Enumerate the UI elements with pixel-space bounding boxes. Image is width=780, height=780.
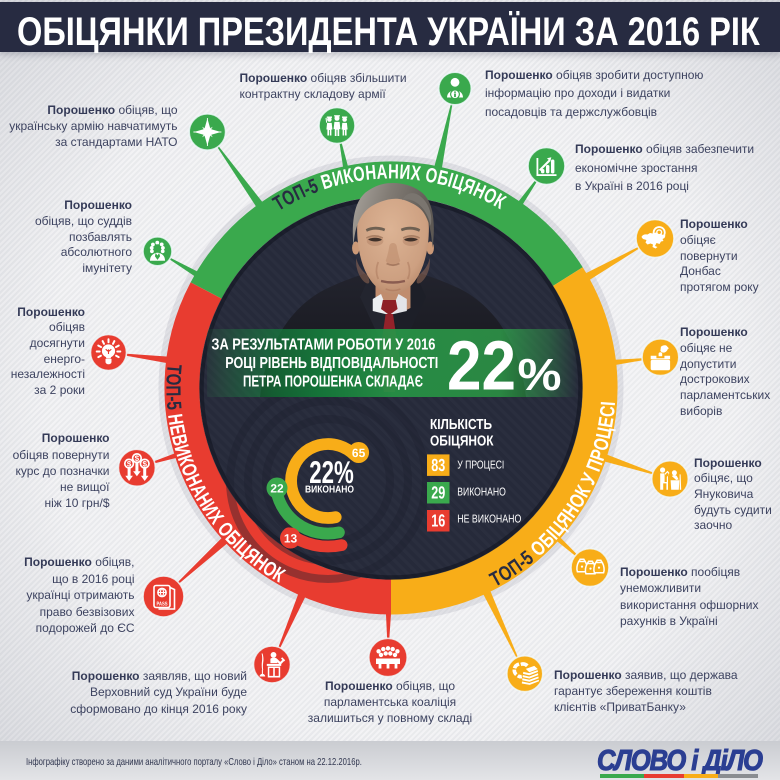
svg-text:22: 22 [270, 481, 284, 495]
svg-text:О: О [589, 435, 614, 453]
svg-text:Ц: Ц [592, 425, 617, 441]
svg-text:-: - [162, 396, 185, 402]
svg-text:$: $ [127, 460, 132, 469]
svg-text:О: О [352, 162, 367, 186]
svg-text:65: 65 [352, 446, 366, 460]
svg-text:І: І [445, 169, 455, 192]
svg-text:І: І [597, 401, 620, 407]
svg-text:22: 22 [447, 327, 516, 405]
svg-text:У ПРОЦЕСІ: У ПРОЦЕСІ [457, 460, 504, 472]
svg-text:$: $ [135, 454, 140, 463]
svg-text:Е: Е [165, 423, 190, 437]
svg-text:16: 16 [431, 510, 445, 530]
svg-text:Т: Т [162, 363, 186, 375]
svg-text:В: В [167, 432, 192, 448]
svg-text:$: $ [142, 460, 147, 469]
svg-text:И: И [399, 161, 411, 185]
svg-text:А: А [376, 160, 388, 183]
svg-text:Е: Е [594, 415, 618, 429]
svg-text:29: 29 [431, 483, 445, 503]
svg-text:PASS: PASS [157, 601, 168, 607]
svg-text:О: О [424, 163, 440, 188]
svg-text:Н: Н [388, 160, 399, 183]
svg-text:КІЛЬКІСТЬ: КІЛЬКІСТЬ [430, 417, 492, 433]
svg-text:РОЦІ РІВЕНЬ ВІДПОВІДАЛЬНОСТІ: РОЦІ РІВЕНЬ ВІДПОВІДАЛЬНОСТІ [225, 355, 438, 372]
svg-text:ПЕТРА ПОРОШЕНКА СКЛАДАЄ: ПЕТРА ПОРОШЕНКА СКЛАДАЄ [243, 374, 423, 391]
svg-text:22%: 22% [309, 454, 354, 490]
svg-text:ВИКОНАНО: ВИКОНАНО [305, 485, 354, 496]
svg-text:П: П [161, 385, 184, 396]
svg-text:НЕ ВИКОНАНО: НЕ ВИКОНАНО [457, 514, 521, 526]
svg-text:83: 83 [431, 455, 445, 475]
svg-text:О: О [161, 373, 184, 386]
svg-text:5: 5 [162, 400, 186, 410]
svg-text:ВИКОНАНО: ВИКОНАНО [457, 487, 506, 499]
svg-text:ЗА РЕЗУЛЬТАТАМИ РОБОТИ У 2016: ЗА РЕЗУЛЬТАТАМИ РОБОТИ У 2016 [211, 337, 435, 354]
svg-text:13: 13 [284, 531, 298, 545]
svg-text:С: С [596, 404, 620, 418]
svg-text:Н: Н [163, 412, 187, 426]
svg-text:ОБІЦЯНОК: ОБІЦЯНОК [430, 433, 494, 449]
svg-text:Н: Н [364, 161, 377, 185]
svg-text:%: % [518, 349, 562, 400]
svg-text:Х: Х [409, 161, 422, 185]
